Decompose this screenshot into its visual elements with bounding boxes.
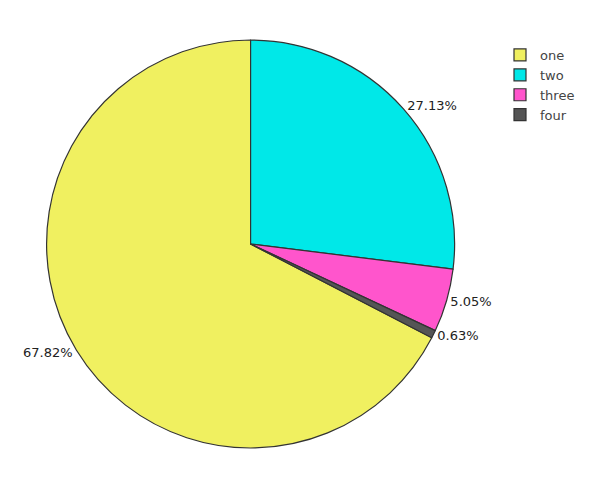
svg-text:67.82%: 67.82% xyxy=(23,345,73,360)
svg-text:0.63%: 0.63% xyxy=(437,328,478,343)
svg-text:two: two xyxy=(540,68,564,83)
svg-text:5.05%: 5.05% xyxy=(450,294,491,309)
svg-text:27.13%: 27.13% xyxy=(407,98,457,113)
svg-text:three: three xyxy=(540,88,574,103)
svg-text:one: one xyxy=(540,48,564,63)
svg-text:four: four xyxy=(540,108,567,123)
